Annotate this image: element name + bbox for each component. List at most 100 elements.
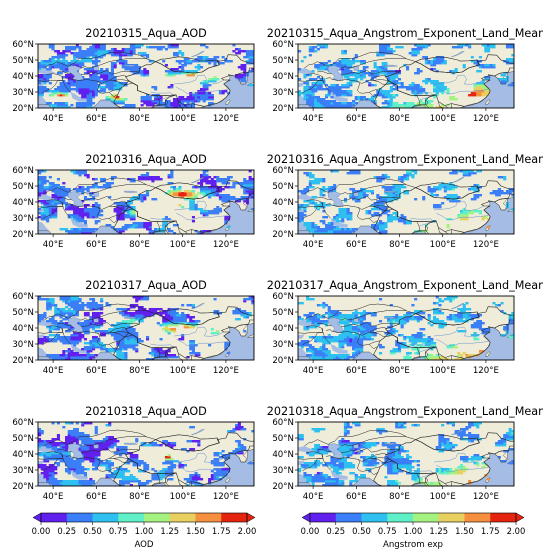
colorbar-tick-label: 1.00 (404, 526, 423, 536)
lon-tick-label: 100°E (170, 492, 196, 502)
map-panel: 20210317_Aqua_AOD20°N30°N40°N50°N60°N40°… (12, 279, 271, 378)
lat-tick-label: 30°N (272, 214, 294, 224)
colorbar-tick-label: 0.25 (326, 526, 345, 536)
colorbar-tick-label: 0.25 (57, 526, 76, 536)
lon-tick-label: 60°E (86, 240, 107, 250)
lon-tick-label: 80°E (129, 492, 150, 502)
lat-tick-label: 60°N (272, 418, 294, 428)
lon-tick-label: 120°E (473, 492, 499, 502)
lat-tick-label: 30°N (12, 466, 34, 476)
lat-tick-label: 60°N (12, 40, 34, 50)
colorbar-tick-label: 1.25 (160, 526, 179, 536)
panel-title: 20210316_Aqua_Angstrom_Exponent_Land_Mea… (267, 153, 543, 166)
lat-tick-label: 30°N (12, 88, 34, 98)
lat-tick-label: 50°N (272, 434, 294, 444)
panel-title: 20210316_Aqua_AOD (85, 153, 207, 166)
lon-tick-label: 100°E (430, 492, 456, 502)
lon-tick-label: 60°E (86, 366, 107, 376)
colorbar-tick-label: 0.50 (83, 526, 102, 536)
lon-tick-label: 60°E (346, 240, 367, 250)
lon-tick-label: 100°E (430, 114, 456, 124)
lat-tick-label: 40°N (12, 72, 34, 82)
lon-tick-label: 100°E (170, 240, 196, 250)
lat-tick-label: 30°N (12, 214, 34, 224)
colorbar-tick-label: 0.75 (378, 526, 397, 536)
lon-tick-label: 120°E (213, 366, 239, 376)
colorbar-bin (387, 513, 413, 522)
lon-tick-label: 120°E (473, 240, 499, 250)
colorbar-bin (41, 513, 67, 522)
colorbar-bin (413, 513, 439, 522)
lat-tick-label: 50°N (272, 56, 294, 66)
lon-tick-label: 40°E (303, 492, 324, 502)
colorbar-tick-label: 1.75 (481, 526, 500, 536)
lat-tick-label: 60°N (272, 292, 294, 302)
lat-tick-label: 40°N (272, 72, 294, 82)
lon-tick-label: 120°E (473, 366, 499, 376)
panel-title: 20210317_Aqua_Angstrom_Exponent_Land_Mea… (267, 279, 543, 292)
colorbar-bin (67, 513, 93, 522)
lon-tick-label: 60°E (346, 492, 367, 502)
colorbar-bin (336, 513, 362, 522)
lon-tick-label: 60°E (86, 114, 107, 124)
lat-tick-label: 30°N (272, 88, 294, 98)
lon-tick-label: 80°E (389, 114, 410, 124)
lat-tick-label: 30°N (12, 340, 34, 350)
lat-tick-label: 40°N (272, 324, 294, 334)
lat-tick-label: 60°N (12, 166, 34, 176)
colorbar-tick-label: 0.75 (109, 526, 128, 536)
colorbar-tick-label: 0.00 (301, 526, 320, 536)
lon-tick-label: 100°E (430, 240, 456, 250)
lon-tick-label: 40°E (43, 366, 64, 376)
lon-tick-label: 60°E (86, 492, 107, 502)
map-panel: 20210316_Aqua_Angstrom_Exponent_Land_Mea… (267, 153, 543, 252)
colorbar-bin (439, 513, 465, 522)
lat-tick-label: 30°N (272, 340, 294, 350)
colorbar-bin (465, 513, 491, 522)
lat-tick-label: 50°N (12, 434, 34, 444)
lon-tick-label: 120°E (213, 240, 239, 250)
lon-tick-label: 100°E (430, 366, 456, 376)
colorbar-tick-label: 1.00 (135, 526, 154, 536)
lat-tick-label: 20°N (12, 230, 34, 240)
colorbar-bin (93, 513, 119, 522)
lat-tick-label: 60°N (12, 292, 34, 302)
map-panel: 20210315_Aqua_Angstrom_Exponent_Land_Mea… (267, 27, 543, 126)
lat-tick-label: 20°N (272, 230, 294, 240)
lat-tick-label: 40°N (12, 450, 34, 460)
panel-title: 20210318_Aqua_Angstrom_Exponent_Land_Mea… (267, 405, 543, 418)
lat-tick-label: 50°N (12, 56, 34, 66)
lat-tick-label: 60°N (272, 40, 294, 50)
lon-tick-label: 100°E (170, 366, 196, 376)
lon-tick-label: 120°E (213, 492, 239, 502)
map-panel: 20210318_Aqua_AOD20°N30°N40°N50°N60°N40°… (12, 405, 271, 504)
lon-tick-label: 40°E (43, 114, 64, 124)
colorbar-tick-label: 2.00 (238, 526, 257, 536)
lon-tick-label: 40°E (43, 240, 64, 250)
lat-tick-label: 40°N (272, 198, 294, 208)
panels: 20210315_Aqua_AOD20°N30°N40°N50°N60°N40°… (12, 27, 543, 504)
panel-title: 20210318_Aqua_AOD (85, 405, 207, 418)
map-panel: 20210316_Aqua_AOD20°N30°N40°N50°N60°N40°… (12, 153, 271, 252)
lon-tick-label: 60°E (346, 366, 367, 376)
lon-tick-label: 80°E (389, 240, 410, 250)
lon-tick-label: 80°E (129, 240, 150, 250)
lat-tick-label: 20°N (12, 356, 34, 366)
lon-tick-label: 40°E (303, 114, 324, 124)
lat-tick-label: 60°N (272, 166, 294, 176)
colorbar-max-arrow (247, 513, 255, 522)
lat-tick-label: 40°N (272, 450, 294, 460)
lat-tick-label: 20°N (12, 104, 34, 114)
map-panel: 20210318_Aqua_Angstrom_Exponent_Land_Mea… (267, 405, 543, 504)
lon-tick-label: 120°E (213, 114, 239, 124)
lat-tick-label: 50°N (12, 182, 34, 192)
colorbar-bin (196, 513, 222, 522)
colorbar-tick-label: 0.50 (352, 526, 371, 536)
colorbar-tick-label: 1.50 (186, 526, 205, 536)
lat-tick-label: 20°N (12, 482, 34, 492)
map-panel: 20210315_Aqua_AOD20°N30°N40°N50°N60°N40°… (12, 27, 271, 126)
